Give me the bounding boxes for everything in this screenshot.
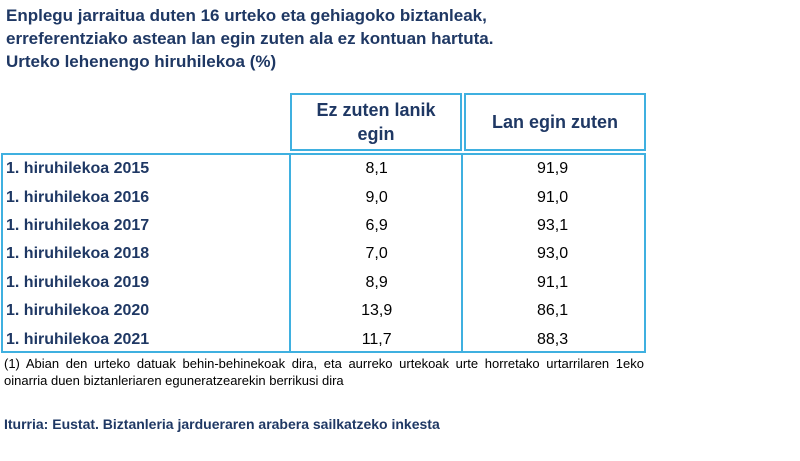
row-label: 1. hiruhilekoa 2016 [6,188,150,206]
cell: 93,0 [536,245,569,263]
table-row: 1. hiruhilekoa 2018 7,0 93,0 [3,240,643,268]
row-label: 1. hiruhilekoa 2019 [6,273,150,291]
cell: 9,0 [365,188,388,206]
table-row: 1. hiruhilekoa 2016 9,0 91,0 [3,183,643,211]
cell: 86,1 [536,302,569,320]
row-label: 1. hiruhilekoa 2017 [6,216,150,234]
column-header: Ez zuten lanik egin [290,93,462,151]
table-row: 1. hiruhilekoa 2017 6,9 93,1 [3,212,643,240]
title: Enplegu jarraitua duten 16 urteko eta ge… [6,4,493,73]
title-line: Enplegu jarraitua duten 16 urteko eta ge… [6,6,487,25]
table-body-border [1,153,646,353]
cell: 91,0 [536,188,569,206]
column-header-text: Ez zuten lanik egin [316,100,436,144]
row-label: 1. hiruhilekoa 2015 [6,160,150,178]
table-row: 1. hiruhilekoa 2015 8,1 91,9 [3,155,643,183]
table-row: 1. hiruhilekoa 2019 8,9 91,1 [3,269,643,297]
footnote: (1) Abian den urteko datuak behin-behine… [4,356,644,388]
table-row: 1. hiruhilekoa 2020 13,9 86,1 [3,297,643,325]
column-header-text: Lan egin zuten [492,112,618,132]
cell: 8,1 [365,160,388,178]
cell: 88,3 [536,330,569,348]
cell: 8,9 [365,273,388,291]
column-divider [461,153,463,353]
cell: 91,1 [536,273,569,291]
title-line: erreferentziako astean lan egin zuten al… [6,29,494,48]
cell: 6,9 [365,216,388,234]
column-divider [289,153,291,353]
source: Iturria: Eustat. Biztanleria jardueraren… [4,416,440,432]
row-label: 1. hiruhilekoa 2018 [6,245,150,263]
title-line: Urteko lehenengo hiruhilekoa (%) [6,52,277,71]
cell: 13,9 [361,302,393,320]
cell: 7,0 [365,245,388,263]
column-header: Lan egin zuten [464,93,646,151]
row-label: 1. hiruhilekoa 2020 [6,302,150,320]
cell: 91,9 [536,160,569,178]
row-label: 1. hiruhilekoa 2021 [6,330,150,348]
cell: 93,1 [536,216,569,234]
table-row: 1. hiruhilekoa 2021 11,7 88,3 [3,325,643,353]
cell: 11,7 [361,330,392,348]
